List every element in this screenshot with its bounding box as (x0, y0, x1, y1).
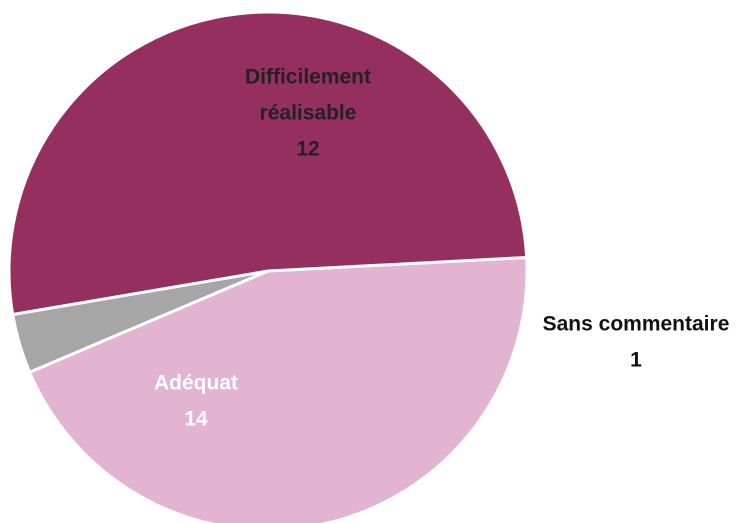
pie-slice-2 (7, 10, 529, 316)
pie-slice-0 (28, 255, 529, 523)
pie-labels: Difficilement réalisable 12 Sans commentair… (154, 66, 729, 431)
pie-slice-label-1: Sans commentaire (543, 313, 730, 336)
pie-slice-label-2: Adéquat (154, 372, 238, 395)
pie-slice-label-0: réalisable (260, 102, 357, 125)
pie-slice-value-0: 12 (296, 138, 319, 161)
pie-slice-value-1: 1 (630, 349, 642, 372)
pie-slice-value-2: 14 (184, 408, 208, 431)
pie-slices (7, 10, 529, 523)
pie-slice-label-0: Difficilement (245, 66, 371, 89)
